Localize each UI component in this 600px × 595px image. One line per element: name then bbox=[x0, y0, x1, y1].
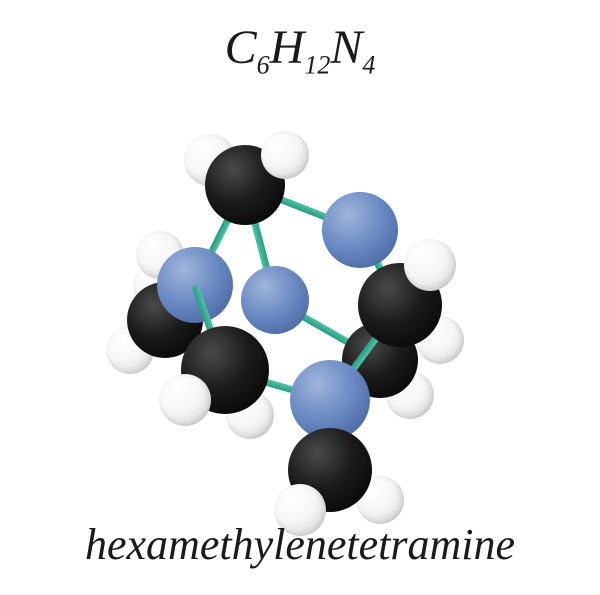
nitrogen-atom bbox=[241, 266, 309, 334]
compound-name: hexamethylenetetramine bbox=[85, 519, 515, 570]
hydrogen-atom bbox=[159, 374, 211, 426]
molecule-diagram bbox=[100, 100, 500, 500]
hydrogen-atom bbox=[261, 131, 309, 179]
molecular-formula: C6H12N4 bbox=[225, 20, 376, 81]
hydrogen-atom bbox=[404, 239, 456, 291]
nitrogen-atom bbox=[322, 192, 398, 268]
